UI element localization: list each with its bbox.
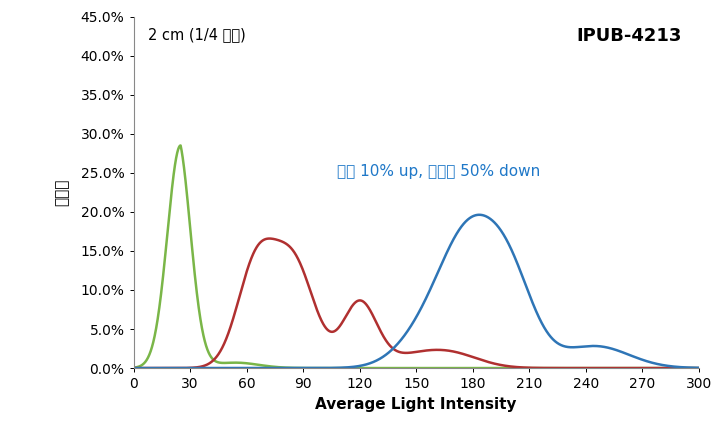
- Y-axis label: 빈도수: 빈도수: [54, 178, 69, 206]
- Text: 2 cm (1/4 지점): 2 cm (1/4 지점): [147, 27, 245, 42]
- X-axis label: Average Light Intensity: Average Light Intensity: [315, 396, 517, 412]
- Text: 성능 10% up, 균일성 50% down: 성능 10% up, 균일성 50% down: [337, 164, 540, 179]
- Text: IPUB-4213: IPUB-4213: [576, 27, 682, 45]
